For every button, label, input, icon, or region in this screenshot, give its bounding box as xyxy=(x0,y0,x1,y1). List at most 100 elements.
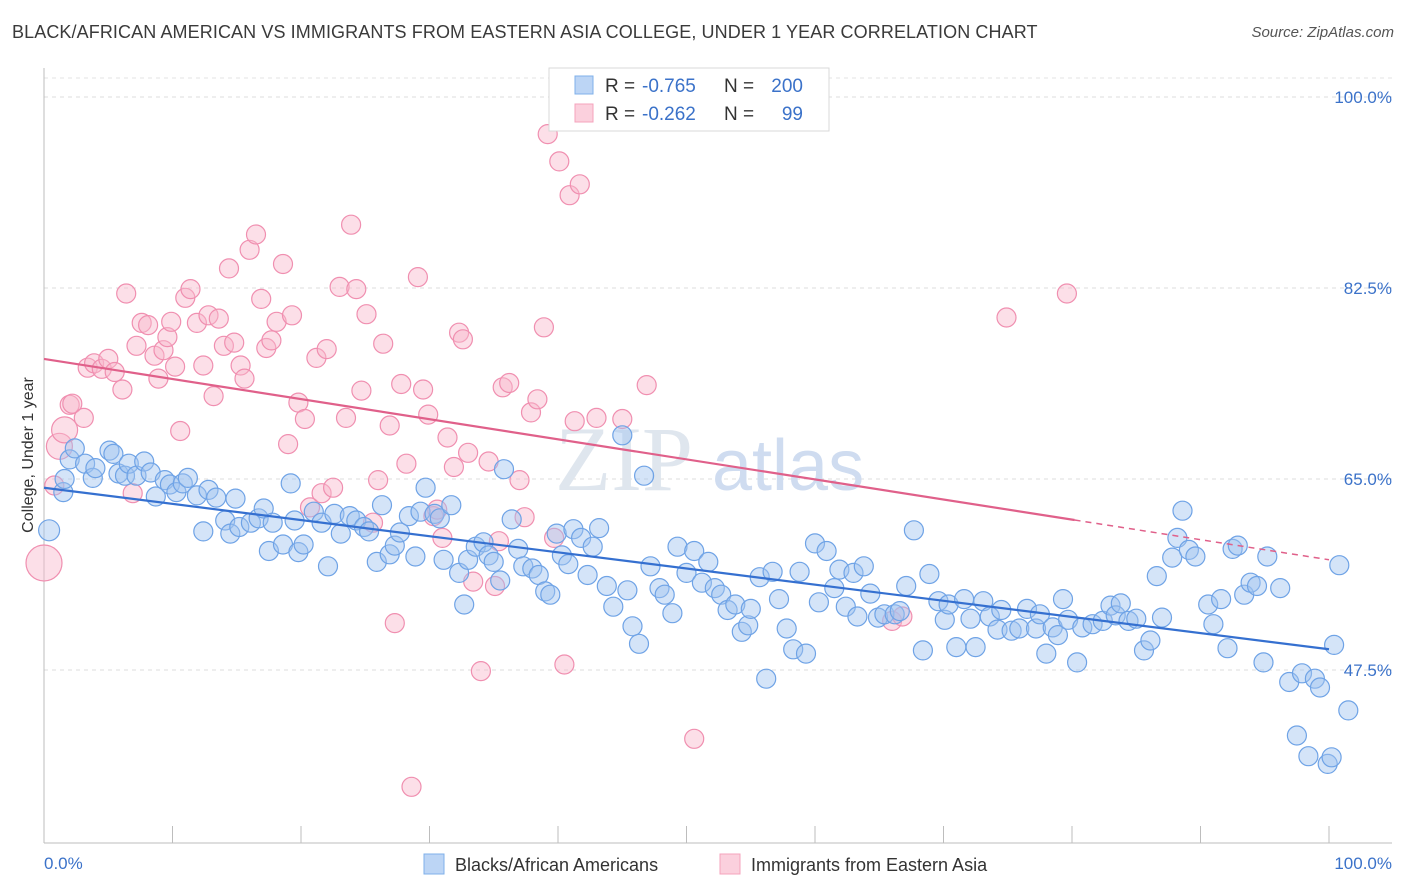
data-point xyxy=(540,584,561,605)
data-point xyxy=(224,332,245,353)
data-point xyxy=(25,544,63,582)
series-immigrants-eastern-asia xyxy=(25,124,1078,797)
data-point xyxy=(454,594,475,615)
data-point xyxy=(493,459,515,480)
data-point xyxy=(762,561,783,582)
data-point xyxy=(206,487,227,508)
y-axis-label: College, Under 1 year xyxy=(20,377,37,533)
data-point xyxy=(306,347,327,368)
data-point xyxy=(458,442,479,463)
legend-swatch-blue xyxy=(574,75,594,95)
data-point xyxy=(126,335,147,356)
data-point xyxy=(280,473,301,494)
data-point xyxy=(738,615,759,636)
data-point xyxy=(272,253,294,275)
data-point xyxy=(391,373,412,395)
data-point xyxy=(186,312,207,333)
data-point xyxy=(912,640,934,661)
data-point xyxy=(371,495,393,516)
data-point xyxy=(889,600,910,622)
data-point xyxy=(1056,283,1078,304)
data-point xyxy=(346,279,367,300)
data-point xyxy=(640,556,661,577)
data-point xyxy=(1286,725,1308,746)
y-tick-labels: 100.0% 82.5% 65.0% 47.5% xyxy=(1334,88,1392,680)
bottom-legend-label-pink: Immigrants from Eastern Asia xyxy=(751,855,988,875)
data-point xyxy=(433,549,454,570)
data-point xyxy=(415,477,436,498)
data-point xyxy=(1338,700,1359,721)
data-point xyxy=(756,668,777,689)
data-point xyxy=(563,519,584,540)
data-point xyxy=(612,408,633,430)
data-point xyxy=(161,311,182,332)
data-point xyxy=(245,224,267,245)
data-point xyxy=(684,540,705,562)
data-point xyxy=(180,279,201,300)
data-point xyxy=(50,416,79,444)
data-point xyxy=(138,315,159,336)
data-point xyxy=(946,636,967,658)
data-point xyxy=(768,588,790,610)
data-point xyxy=(54,468,75,490)
data-point xyxy=(359,521,380,542)
data-point xyxy=(633,465,655,486)
data-point xyxy=(443,456,464,478)
data-point xyxy=(418,404,439,425)
data-point xyxy=(341,214,362,235)
data-point xyxy=(293,534,314,555)
data-point xyxy=(1016,598,1038,620)
data-point xyxy=(401,776,422,797)
data-point xyxy=(934,609,955,630)
y-tick-label: 47.5% xyxy=(1344,661,1392,680)
data-point xyxy=(514,507,535,528)
data-point xyxy=(896,575,917,597)
bottom-legend-label-blue: Blacks/African Americans xyxy=(455,855,658,875)
data-point xyxy=(398,505,419,527)
data-point xyxy=(1257,546,1278,567)
legend-r-label-1: R = xyxy=(605,76,635,97)
data-point xyxy=(99,440,120,461)
watermark-zip: ZIP xyxy=(555,408,693,510)
watermark: ZIP atlas xyxy=(555,408,864,510)
legend-r-value-1: -0.765 xyxy=(642,76,696,97)
data-point xyxy=(73,407,94,428)
data-point xyxy=(193,355,214,376)
data-point xyxy=(1317,753,1338,775)
trend-line-dashed xyxy=(1074,519,1330,561)
data-point xyxy=(396,453,417,474)
bottom-legend-swatch-blue xyxy=(423,853,445,875)
data-point xyxy=(1009,618,1030,639)
data-point xyxy=(577,564,598,586)
data-point xyxy=(549,151,570,172)
data-point xyxy=(261,330,282,351)
legend-bottom: Blacks/African Americans Immigrants from… xyxy=(423,853,988,875)
data-point xyxy=(860,583,881,604)
data-point xyxy=(776,618,797,639)
data-point xyxy=(483,551,504,573)
data-point xyxy=(229,516,250,538)
x-tick-label: 0.0% xyxy=(44,854,83,873)
data-point xyxy=(546,523,567,544)
data-point xyxy=(1140,630,1161,651)
data-point xyxy=(965,636,986,658)
data-point xyxy=(64,438,85,459)
data-point xyxy=(218,258,240,279)
bottom-legend-swatch-pink xyxy=(719,853,741,875)
data-point xyxy=(499,372,520,394)
watermark-atlas: atlas xyxy=(712,426,864,506)
data-point xyxy=(582,536,603,557)
data-point xyxy=(458,549,479,570)
legend-n-label-2: N = xyxy=(724,104,754,125)
data-point xyxy=(239,239,260,260)
legend-r-value-2: -0.262 xyxy=(642,104,696,125)
data-point xyxy=(429,508,450,529)
data-point xyxy=(654,584,675,605)
data-point xyxy=(351,380,372,401)
data-point xyxy=(919,563,940,585)
data-point xyxy=(527,389,548,410)
data-point xyxy=(317,556,339,577)
data-point xyxy=(323,477,344,498)
data-point xyxy=(847,606,868,627)
data-point xyxy=(559,185,580,206)
